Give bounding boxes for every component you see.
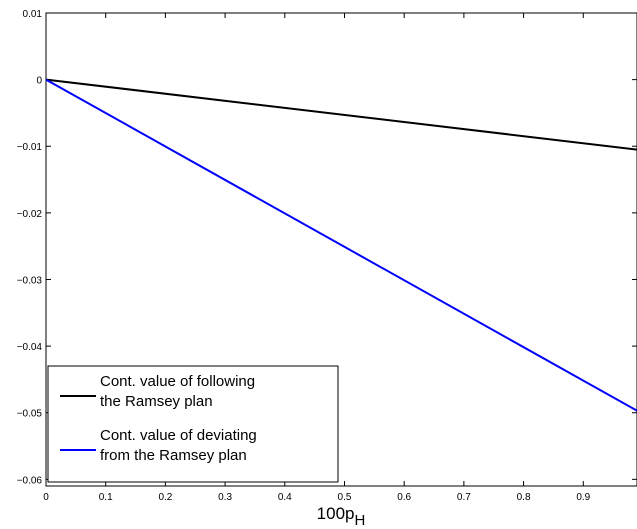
x-tick-label: 0.3 (218, 492, 232, 503)
legend-label: the Ramsey plan (100, 393, 213, 410)
y-tick-label: −0.04 (17, 342, 43, 353)
x-tick-label: 0.1 (99, 492, 113, 503)
x-tick-label: 0.5 (338, 492, 352, 503)
y-tick-label: −0.06 (17, 475, 43, 486)
legend: Cont. value of following the Ramsey plan C… (47, 365, 339, 483)
series-lines (45, 78, 637, 412)
legend-box (47, 365, 339, 483)
legend-label: Cont. value of following (100, 373, 255, 390)
series-line-2 (45, 78, 637, 412)
axis-ticks: 0 0.1 0.2 0.3 0.4 0.5 0.6 0.7 0.8 0.9 0.01 0 −0.01 −0… (17, 9, 637, 503)
x-tick-label: 0.6 (397, 492, 411, 503)
x-tick-label: 0.4 (278, 492, 292, 503)
y-tick-label: 0 (36, 76, 42, 87)
x-tick-label: 0.7 (457, 492, 471, 503)
y-tick-label: −0.03 (17, 275, 43, 286)
x-axis-label: 100pH (317, 504, 366, 529)
x-tick-label: 0 (43, 492, 49, 503)
series-line-1 (45, 78, 637, 151)
x-tick-label: 0.9 (576, 492, 590, 503)
y-tick-label: 0.01 (23, 9, 43, 20)
legend-label: Cont. value of deviating (100, 427, 257, 444)
y-tick-label: −0.02 (17, 209, 43, 220)
x-tick-label: 0.8 (517, 492, 531, 503)
x-tick-label: 0.2 (158, 492, 172, 503)
legend-label: from the Ramsey plan (100, 447, 247, 464)
y-tick-label: −0.01 (17, 142, 43, 153)
y-tick-label: −0.05 (17, 409, 43, 420)
